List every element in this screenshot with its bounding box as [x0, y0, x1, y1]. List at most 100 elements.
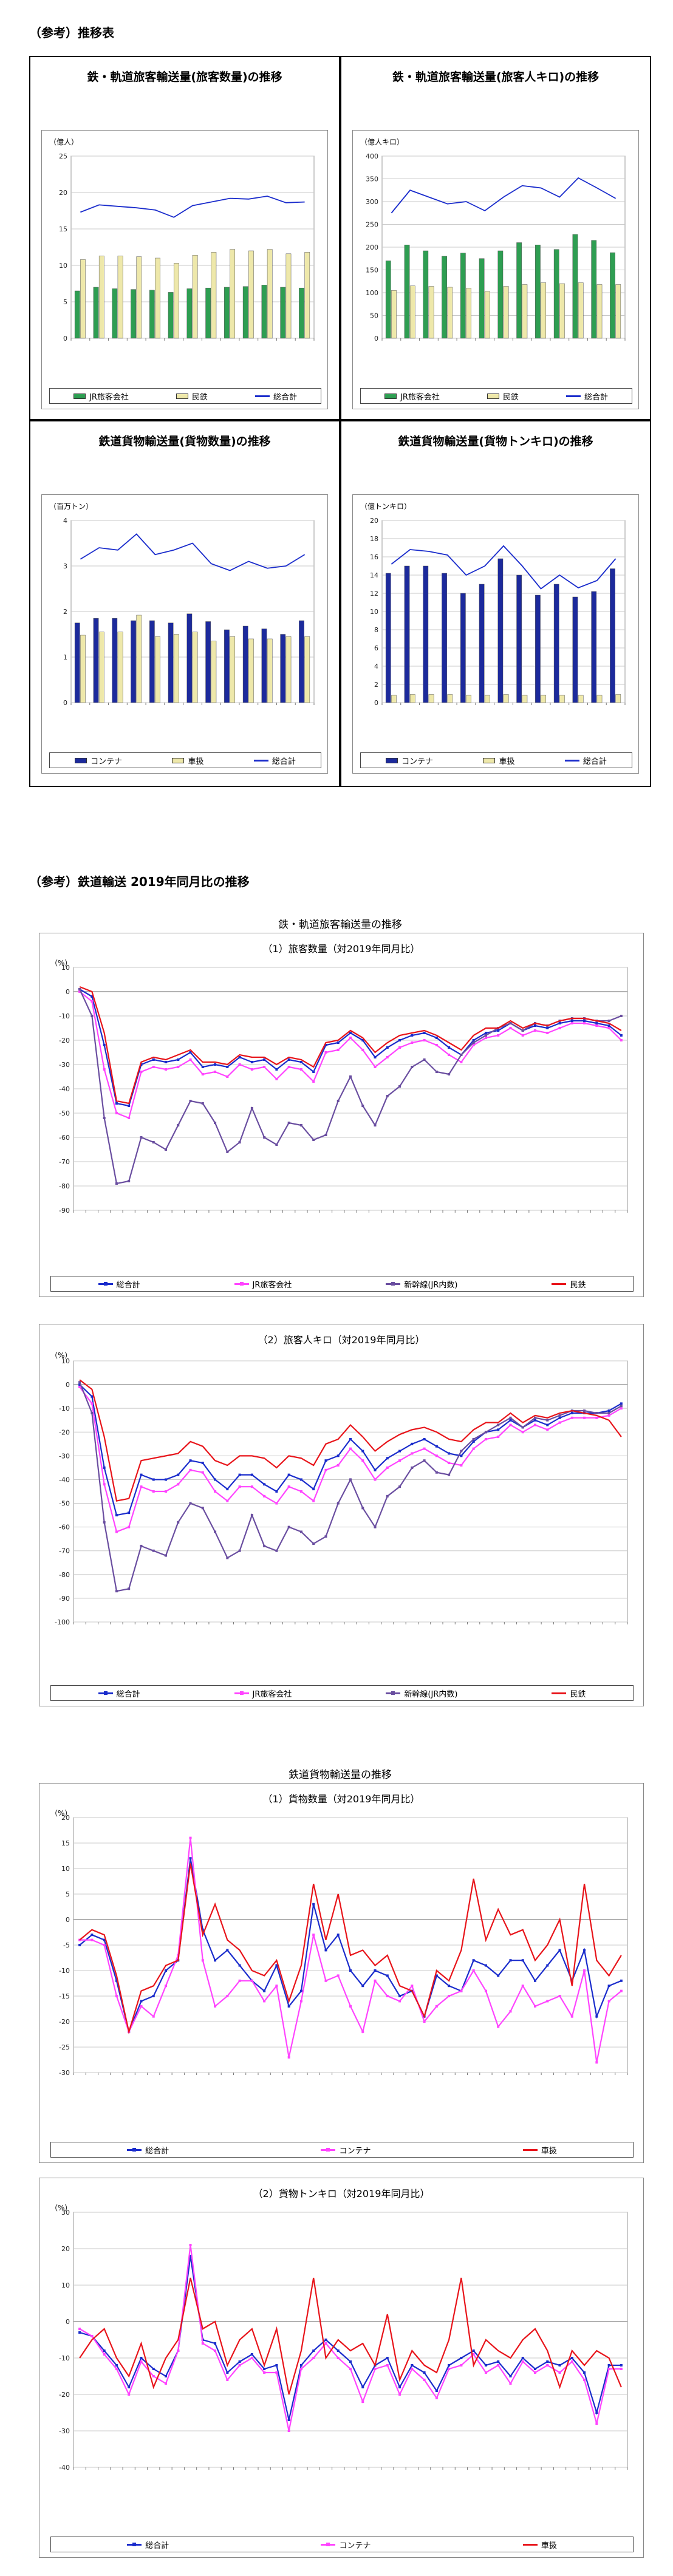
data-point — [287, 1058, 290, 1061]
data-point — [299, 1068, 302, 1071]
data-point — [165, 2375, 167, 2377]
y-tick-label: -70 — [59, 1158, 70, 1166]
data-point — [91, 1000, 94, 1003]
data-point — [423, 1438, 426, 1440]
bar — [385, 573, 391, 703]
data-point — [472, 1438, 475, 1440]
y-tick-label: -20 — [59, 2391, 70, 2399]
data-point — [115, 1182, 118, 1185]
data-point — [374, 1979, 377, 1982]
yoy-section-title: （参考）鉄道輸送 2019年同月比の推移 — [29, 874, 250, 889]
data-point — [361, 1105, 364, 1107]
legend-item: 総合計 — [98, 1278, 140, 1290]
data-point — [583, 1020, 586, 1022]
data-point — [189, 1836, 192, 1839]
data-point — [238, 1473, 241, 1476]
legend-label: 車扱 — [541, 2541, 557, 2550]
data-point — [189, 1459, 192, 1462]
bar — [98, 632, 104, 703]
data-point — [91, 995, 94, 998]
data-point — [411, 1442, 414, 1445]
legend-swatch — [255, 395, 270, 397]
data-point — [521, 1959, 524, 1962]
y-tick-label: 6 — [374, 644, 378, 652]
data-point — [214, 1530, 217, 1533]
data-point — [521, 1426, 524, 1429]
data-point — [115, 2364, 118, 2366]
data-point — [583, 1022, 586, 1024]
chart-title: 鉄道貨物輸送量(貨物数量)の推移 — [98, 435, 271, 448]
bar — [466, 288, 471, 339]
y-tick-label: 10 — [61, 1865, 70, 1873]
data-point — [460, 1061, 463, 1063]
data-point — [214, 1122, 217, 1124]
data-point — [165, 1068, 167, 1071]
bar — [615, 284, 621, 339]
series-line — [79, 1379, 622, 1502]
data-point — [484, 1034, 487, 1037]
data-point — [521, 1034, 524, 1037]
data-point — [214, 2342, 217, 2345]
bar — [442, 256, 447, 339]
passenger-group-title: 鉄・軌道旅客輸送量の推移 — [278, 919, 402, 931]
legend-item: 総合計 — [127, 2144, 169, 2156]
bar — [553, 249, 559, 339]
bar — [522, 284, 528, 339]
legend-swatch — [176, 393, 188, 399]
data-point — [497, 2364, 500, 2366]
y-tick-label: 350 — [366, 175, 378, 183]
data-point — [386, 1056, 389, 1058]
data-point — [570, 2357, 573, 2359]
data-point — [275, 1985, 278, 1988]
data-point — [620, 1015, 623, 1017]
bar — [404, 245, 410, 339]
data-point — [299, 1490, 302, 1493]
data-point — [607, 1027, 610, 1029]
legend-label: 総合計 — [272, 757, 296, 766]
y-tick-label: 15 — [59, 225, 67, 233]
bar — [80, 259, 86, 339]
y-tick-label: 10 — [59, 262, 67, 270]
data-point — [103, 1117, 106, 1119]
data-point — [78, 2331, 81, 2334]
data-point — [374, 1969, 377, 1972]
data-point — [263, 2000, 266, 2003]
data-point — [448, 1985, 451, 1988]
legend-label: 新幹線(JR内数) — [404, 1280, 458, 1290]
bar — [409, 694, 415, 703]
data-point — [509, 1959, 512, 1962]
data-point — [423, 1032, 426, 1034]
data-point — [165, 1478, 167, 1481]
chart-legend: 総合計 JR旅客会社 新幹線(JR内数) 民鉄 — [50, 1276, 634, 1292]
chart-title: 鉄道貨物輸送量(貨物トンキロ)の推移 — [398, 435, 593, 448]
data-point — [349, 1438, 352, 1440]
data-point — [165, 2382, 167, 2385]
data-point — [620, 1039, 623, 1041]
data-point — [558, 1027, 561, 1029]
legend-label: 総合計 — [145, 2146, 169, 2156]
data-point — [460, 1989, 463, 1992]
data-point — [448, 1995, 451, 1997]
legend-swatch — [127, 2147, 142, 2152]
data-point — [411, 1066, 414, 1068]
chart-legend: コンテナ 車扱 総合計 — [360, 752, 632, 768]
bar — [447, 287, 453, 339]
data-point — [152, 1490, 155, 1493]
legend-item: 車扱 — [483, 755, 515, 766]
bar — [466, 695, 471, 703]
legend-swatch — [384, 393, 397, 399]
legend-swatch — [564, 759, 579, 762]
data-point — [386, 1494, 389, 1498]
data-point — [238, 2364, 241, 2366]
legend-label: 総合計 — [116, 1689, 140, 1699]
y-tick-label: -10 — [59, 1012, 70, 1020]
data-point — [128, 1587, 131, 1590]
data-point — [448, 1054, 451, 1056]
data-point — [275, 1143, 278, 1146]
bar — [136, 256, 142, 339]
data-point — [128, 1525, 131, 1528]
data-point — [201, 2342, 204, 2345]
data-point — [386, 1995, 389, 1997]
legend-item: 総合計 — [127, 2539, 169, 2550]
data-point — [299, 1478, 302, 1481]
